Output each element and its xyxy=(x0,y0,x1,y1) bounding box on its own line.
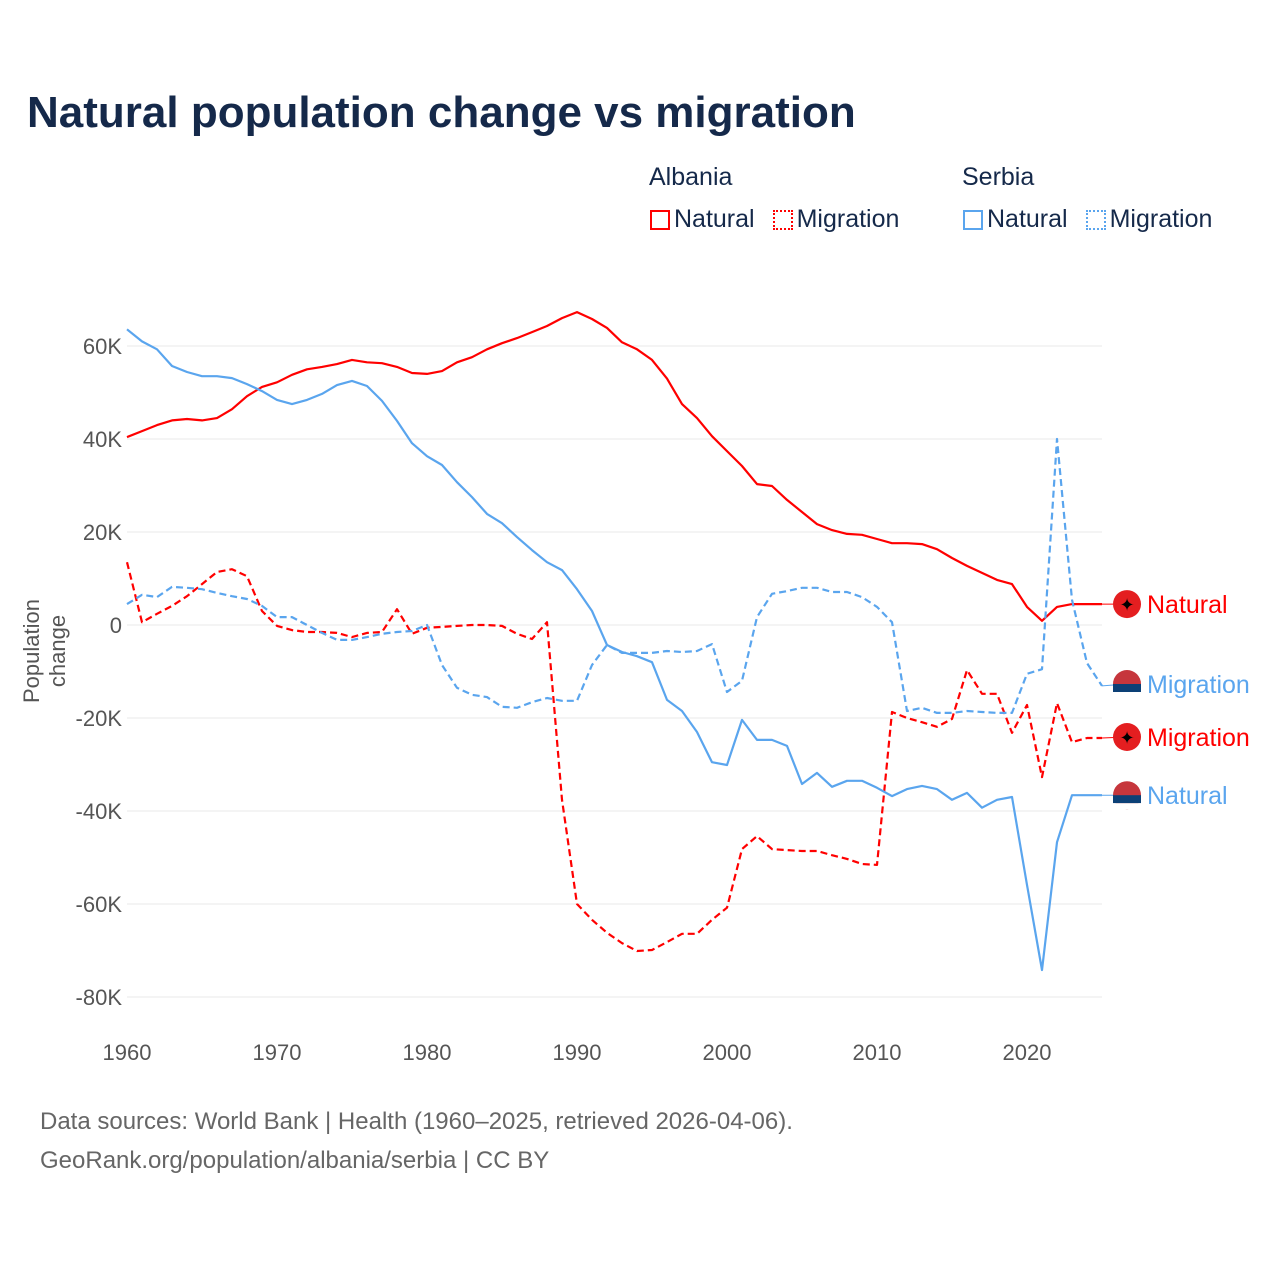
x-tick-label: 1980 xyxy=(403,1040,452,1065)
legend-serbia: Natural Migration xyxy=(963,205,1212,234)
y-tick-label: -80K xyxy=(76,985,123,1010)
legend-albania: Natural Migration xyxy=(650,205,899,234)
y-tick-label: -20K xyxy=(76,706,123,731)
serbia-flag-stripe xyxy=(1113,692,1141,698)
end-label-serbia-migration: Migration xyxy=(1147,671,1250,699)
y-tick-label: 40K xyxy=(83,427,122,452)
albania-eagle-icon: ✦ xyxy=(1119,728,1134,748)
x-tick-label: 1960 xyxy=(103,1040,152,1065)
serbia-flag-stripe xyxy=(1113,684,1141,692)
x-tick-label: 1990 xyxy=(553,1040,602,1065)
footer-sources: Data sources: World Bank | Health (1960–… xyxy=(40,1108,793,1135)
y-tick-label: 20K xyxy=(83,520,122,545)
y-tick-label: 60K xyxy=(83,334,122,359)
y-tick-label: -40K xyxy=(76,799,123,824)
legend-swatch-dotted xyxy=(1085,209,1106,230)
x-tick-label: 2020 xyxy=(1003,1040,1052,1065)
legend-item-serbia-natural[interactable]: Natural xyxy=(963,205,1068,234)
legend-item-albania-migration[interactable]: Migration xyxy=(772,205,900,234)
series-line-serbia-migration xyxy=(126,437,1103,715)
legend-label: Migration xyxy=(796,205,900,233)
legend-label: Natural xyxy=(987,205,1068,233)
legend-label: Migration xyxy=(1109,205,1213,233)
serbia-flag-stripe xyxy=(1113,803,1141,810)
legend-swatch-solid xyxy=(650,209,670,230)
legend-swatch-solid xyxy=(963,209,983,230)
legend-group-serbia: Serbia xyxy=(962,163,1035,191)
x-tick-label: 2000 xyxy=(703,1040,752,1065)
legend-group-albania: Albania xyxy=(649,163,733,191)
albania-flag-icon xyxy=(1113,590,1141,619)
legend-swatch-dotted xyxy=(772,209,793,230)
chart-title: Natural population change vs migration xyxy=(27,88,856,137)
legend-item-serbia-migration[interactable]: Migration xyxy=(1085,205,1213,234)
legend-item-albania-natural[interactable]: Natural xyxy=(650,205,755,234)
serbia-flag-stripe xyxy=(1113,795,1141,804)
albania-flag-icon xyxy=(1113,723,1141,751)
end-label-albania-migration: Migration xyxy=(1147,724,1250,752)
y-tick-label: -60K xyxy=(76,892,123,917)
y-tick-label: 0 xyxy=(110,613,122,638)
series-line-albania-migration xyxy=(125,561,1102,953)
albania-eagle-icon: ✦ xyxy=(1119,595,1134,615)
end-label-serbia-natural: Natural xyxy=(1147,782,1228,810)
legend-label: Natural xyxy=(674,205,755,233)
series-line-albania-natural xyxy=(126,311,1102,622)
x-tick-label: 1970 xyxy=(253,1040,302,1065)
x-tick-label: 2010 xyxy=(853,1040,902,1065)
end-label-albania-natural: Natural xyxy=(1147,591,1228,619)
footer-link[interactable]: GeoRank.org/population/albania/serbia | … xyxy=(40,1147,550,1174)
